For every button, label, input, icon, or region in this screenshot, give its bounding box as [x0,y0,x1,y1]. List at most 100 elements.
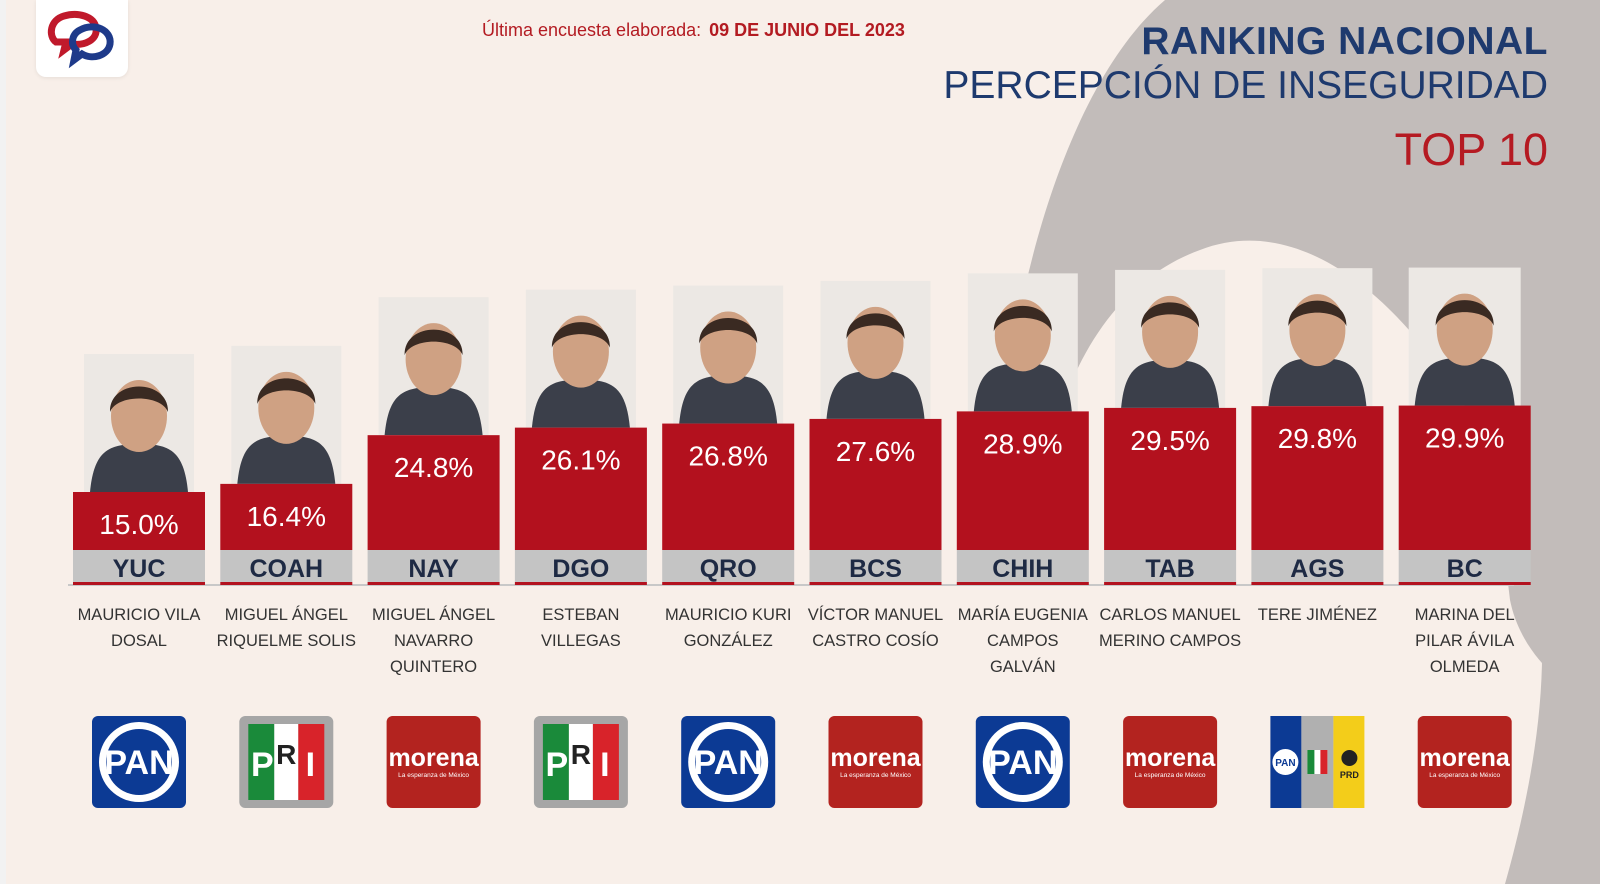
pri-logo-white [274,724,299,800]
governor-name-line: MIGUEL ÁNGEL [372,605,495,624]
state-band-underline [1251,582,1384,585]
portrait-hair-shape [1288,300,1347,327]
data-label: 28.9% [983,428,1062,459]
state-band [1251,550,1384,582]
data-label: 29.9% [1425,423,1504,454]
portrait-body-shape [1121,359,1220,408]
portrait-body-shape [826,370,925,419]
portrait-hair-shape [1141,302,1200,328]
governor-name-line: ESTEBAN [542,606,619,624]
governor-name-line: GALVÁN [990,657,1056,676]
portrait-body-shape [90,444,188,492]
pri-letter-i: I [600,746,609,784]
pri-logo-green [248,724,275,800]
pri-logo-red [592,724,619,800]
portrait-body-shape [973,363,1072,412]
governor-name-line: CASTRO COSÍO [812,631,939,650]
governor-name-line: DOSAL [111,632,167,650]
pan-logo-text: PAN [988,744,1057,782]
pan-logo-icon: PAN [681,716,776,808]
state-band [1398,550,1531,582]
coalition-pan-badge [1272,749,1299,775]
pri-letter-r: R [276,739,296,770]
state-band-underline [662,582,795,585]
title-ranking: RANKING NACIONAL [1141,20,1548,63]
governor-name-line: MIGUEL ÁNGEL [225,605,348,624]
state-band [73,550,205,582]
bar-group-chih: 28.9% CHIH MARÍA EUGENIA CAMPOS GALVÁN PAN [956,273,1089,808]
morena-logo-subtitle: La esperanza de México [840,772,911,779]
portrait-hair-shape [846,313,905,339]
pan-logo-text: PAN [104,744,173,782]
pri-logo-white [568,724,593,800]
data-label: 29.5% [1130,425,1209,456]
governor-name-line: GONZÁLEZ [684,631,773,650]
pri-letter-p: P [251,746,274,784]
person-portrait-icon [237,371,336,484]
morena-logo-text: morena [1125,744,1216,772]
category-label: QRO [700,555,757,583]
survey-label: Última encuesta elaborada: [482,20,702,40]
bar-group-nay: 24.8% NAY MIGUEL ÁNGEL NAVARRO QUINTERO moren… [367,297,500,808]
title-top10: TOP 10 [1394,124,1548,175]
governor-name-line: TERE JIMÉNEZ [1258,605,1377,624]
portrait-body-shape [1268,358,1367,407]
bar [662,423,795,550]
governor-name-line: VÍCTOR MANUEL [808,605,943,624]
morena-logo-subtitle: La esperanza de México [1135,772,1206,779]
person-portrait-icon [531,315,630,428]
bar-group-qro: 26.8% QRO MAURICIO KURI GONZÁLEZ PAN [662,285,795,808]
governor-name-line: MARINA DEL [1415,606,1515,624]
state-band-underline [514,582,647,585]
title-perception: PERCEPCIÓN DE INSEGURIDAD [943,64,1548,107]
portrait-body-shape [679,375,778,424]
pri-letter-p: P [546,746,569,784]
person-portrait-icon [1268,294,1367,407]
governor-name-line: QUINTERO [390,658,477,676]
bar-group-yuc: 15.0% YUC MAURICIO VILA DOSAL PAN [73,354,205,808]
morena-logo-bg [828,716,923,808]
pan-logo-inner [989,729,1056,795]
state-band [662,550,795,582]
survey-date-line: Última encuesta elaborada: 09 DE JUNIO DE… [482,20,905,41]
coalition-prd-text: PRD [1340,770,1360,780]
brand-logo [36,0,128,77]
bar [1104,407,1237,550]
state-band-underline [1398,582,1531,585]
pan-logo-inner [695,729,762,795]
state-band [367,550,500,582]
portrait-hair-shape [1435,300,1494,326]
person-portrait-icon [384,323,483,436]
person-portrait-icon [1121,295,1220,408]
morena-logo-text: morena [830,744,921,772]
category-label: DGO [552,555,609,583]
pri-letter-r: R [571,739,591,770]
morena-logo-text: morena [388,744,479,772]
portrait-hair-shape [993,305,1052,332]
pri-letter-i: I [306,746,315,784]
governor-name-line: OLMEDA [1430,658,1500,676]
governor-name-line: VILLEGAS [541,632,621,650]
data-label: 15.0% [99,509,178,540]
category-label: NAY [408,555,459,583]
morena-logo-bg [386,716,481,808]
state-band-underline [220,582,353,585]
coalition-pri-red [1320,750,1328,774]
pan-logo-icon: PAN [975,716,1070,808]
person-portrait-icon [679,311,778,424]
category-label: YUC [113,555,166,583]
morena-logo-subtitle: La esperanza de México [1429,772,1500,779]
governor-name-line: RIQUELME SOLIS [217,632,356,650]
governor-name-line: MAURICIO KURI [665,606,792,624]
person-portrait-icon [90,380,188,492]
governor-name-line: CAMPOS [987,632,1059,650]
category-label: BCS [849,555,902,583]
bar [514,427,647,550]
portrait-hair-shape [109,386,169,412]
state-band [1104,550,1237,582]
state-band-underline [73,582,205,585]
state-band-underline [1104,582,1237,585]
